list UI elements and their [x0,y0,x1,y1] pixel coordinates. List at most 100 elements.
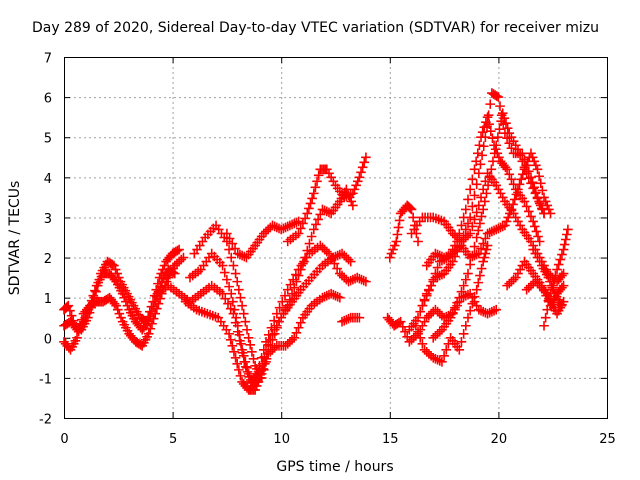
data-point [562,229,572,240]
data-point [458,328,469,339]
data-point [220,293,231,304]
data-point [227,238,238,249]
data-point [293,228,304,239]
x-tick-label: 20 [491,432,508,447]
data-point [245,339,256,350]
data-point [75,320,86,331]
data-point [114,308,125,319]
data-point [463,268,473,279]
data-point [348,200,358,211]
data-point [305,198,316,209]
data-point [417,300,428,311]
y-tick-label: 7 [44,52,52,67]
data-point [478,256,488,267]
data-point [479,252,490,263]
data-point [313,170,324,181]
data-point [530,188,541,199]
data-point [463,194,473,205]
data-point [408,212,418,223]
data-point [476,211,487,222]
data-point [361,152,371,163]
data-point [324,248,334,259]
data-point [467,201,478,212]
y-tick-label: 6 [44,92,52,107]
data-point [539,320,549,331]
data-point [148,313,159,324]
data-point [393,222,404,233]
data-point [251,381,262,391]
data-point [461,204,471,215]
data-point [225,334,236,345]
data-point [502,123,513,133]
data-point [552,264,562,275]
data-point [441,345,452,355]
data-point [543,272,554,283]
data-point [298,258,308,269]
data-point [542,200,553,211]
data-point [304,203,314,214]
data-point [256,353,267,363]
data-point [493,132,503,143]
data-point [111,300,121,311]
data-point [234,365,244,375]
data-point [533,231,543,242]
data-point [479,122,490,132]
data-point [65,305,75,316]
data-point [485,126,496,137]
data-point [295,264,306,275]
data-point [488,156,498,167]
data-point [556,300,567,311]
data-point [302,208,313,219]
data-point [540,196,551,207]
data-point [545,288,556,299]
data-point [354,172,365,183]
data-point [516,174,527,185]
data-point [259,365,269,375]
data-point [313,214,323,225]
data-points [59,88,573,395]
data-point [263,329,274,340]
data-point [259,345,269,355]
data-point [348,188,358,199]
data-point [461,224,471,235]
data-point [224,328,234,339]
data-point [495,101,505,111]
data-point [469,241,480,252]
data-point [518,169,528,180]
data-point [484,172,495,183]
data-point [532,193,543,204]
data-point [356,167,366,178]
data-point [504,169,515,180]
data-point [295,317,306,328]
data-point [242,367,253,377]
data-point [234,284,244,295]
data-point [77,314,87,325]
data-point [293,270,304,281]
y-tick-label: 4 [44,172,52,187]
data-point [224,244,234,255]
data-point [361,276,371,287]
data-point [116,312,126,323]
data-point [295,223,306,234]
data-point [430,268,441,279]
data-point [386,248,397,259]
data-point [445,312,456,323]
y-tick-label: 5 [44,132,52,147]
data-point [465,228,475,239]
data-point [315,209,326,220]
data-point [147,318,157,329]
data-point [230,243,240,254]
data-point [471,284,482,295]
data-point [529,156,540,167]
data-point [532,164,543,175]
data-point [72,332,82,343]
data-point [456,286,467,297]
data-point [528,183,538,194]
data-point [73,326,84,337]
data-point [526,148,536,159]
data-point [235,292,246,303]
data-point [217,260,228,271]
data-point [463,312,473,323]
data-point [475,270,485,281]
data-point [447,256,458,267]
